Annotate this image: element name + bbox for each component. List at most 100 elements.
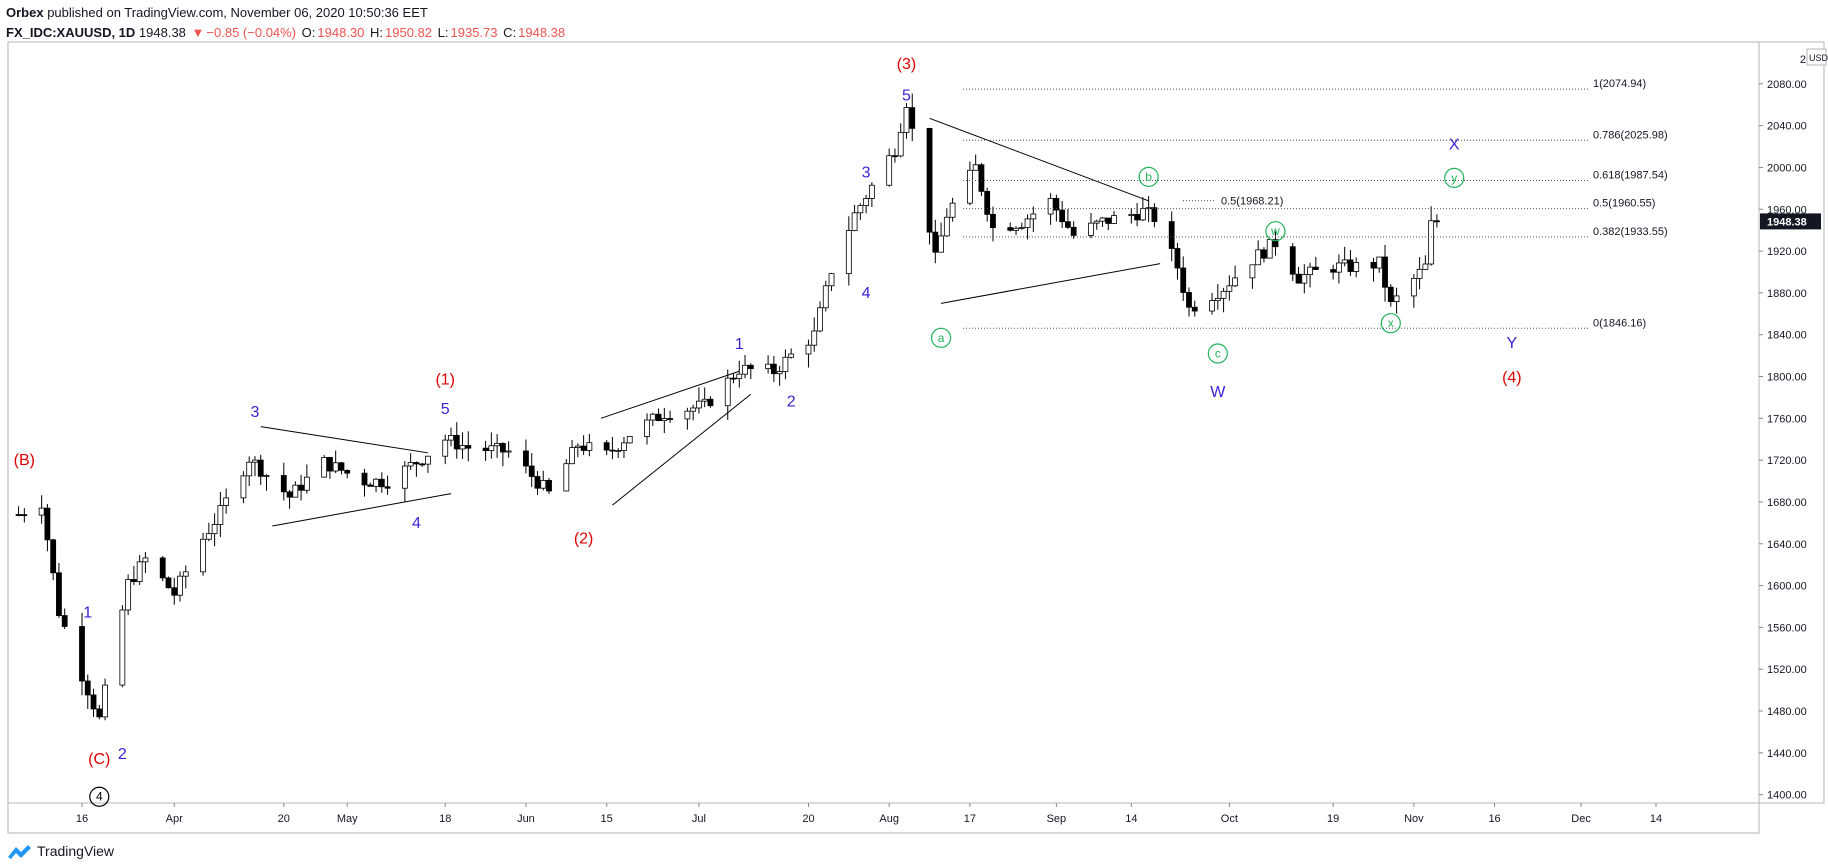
candle-body xyxy=(61,615,68,627)
last-price-tag xyxy=(1760,213,1821,230)
candle-body xyxy=(102,684,108,718)
low-label: L: xyxy=(437,25,449,40)
candle-body xyxy=(1088,222,1094,236)
wave-label: (3) xyxy=(897,56,917,73)
candle-body xyxy=(488,445,495,452)
y-tick-label: 1880.00 xyxy=(1767,288,1807,300)
y-tick-label: 1840.00 xyxy=(1767,330,1807,342)
candle-body xyxy=(171,587,178,596)
candle-body xyxy=(569,447,575,465)
x-tick-label: Aug xyxy=(879,813,899,825)
candle-body xyxy=(574,445,581,448)
candle-body xyxy=(984,190,991,215)
wave-label: (C) xyxy=(88,751,110,768)
candle-body xyxy=(540,480,547,489)
y-tick-label: 1480.00 xyxy=(1767,706,1807,718)
wave-label: 1 xyxy=(83,605,92,622)
wave-label: b xyxy=(1145,170,1152,184)
candle-body xyxy=(407,462,414,467)
chart-header: Orbex published on TradingView.com, Nove… xyxy=(6,3,567,43)
candle-body xyxy=(909,107,916,129)
candle-body xyxy=(1353,261,1360,272)
candle-body xyxy=(1024,218,1031,228)
price-axis xyxy=(1758,41,1825,804)
candle-body xyxy=(943,216,950,237)
candle-body xyxy=(1307,266,1313,275)
candle-body xyxy=(978,164,985,192)
wave-label: 4 xyxy=(862,285,871,302)
y-tick-label: 2000.00 xyxy=(1767,162,1807,174)
x-tick-label: 15 xyxy=(601,813,613,825)
wave-label: 3 xyxy=(251,404,260,421)
close-value: 1948.38 xyxy=(518,25,566,40)
candle-body xyxy=(661,418,668,422)
candle-body xyxy=(696,400,702,409)
candle-body xyxy=(788,353,795,358)
candle-body xyxy=(1434,220,1440,223)
candle-body xyxy=(378,478,385,488)
wave-label: c xyxy=(1215,347,1221,361)
brand-name[interactable]: TradingView xyxy=(37,843,115,859)
low-value: 1935.73 xyxy=(450,25,498,40)
candle-body xyxy=(90,694,97,710)
candle-body xyxy=(1030,213,1037,220)
candle-body xyxy=(1220,290,1227,299)
high-value: 1950.82 xyxy=(385,25,433,40)
candle-body xyxy=(1151,207,1158,222)
publish-info: Orbex published on TradingView.com, Nove… xyxy=(6,3,567,23)
candle-body xyxy=(707,398,714,407)
y-tick-label: 1960.00 xyxy=(1767,204,1807,216)
x-tick-label: 16 xyxy=(76,813,88,825)
y-tick-label: 1680.00 xyxy=(1767,497,1807,509)
candle-body xyxy=(1347,259,1354,272)
candle-body xyxy=(1099,217,1106,222)
y-tick-label: 1720.00 xyxy=(1767,455,1807,467)
candle-body xyxy=(465,445,472,449)
last-price: 1948.38 xyxy=(138,25,186,40)
wave-label: 4 xyxy=(96,790,103,804)
candle-body xyxy=(528,465,535,477)
candle-body xyxy=(125,579,132,611)
candle-body xyxy=(453,434,460,450)
wave-label: (2) xyxy=(574,530,594,547)
candle-body xyxy=(563,463,570,492)
candle-body xyxy=(1209,300,1215,312)
candle-body xyxy=(96,708,103,718)
candle-body xyxy=(811,330,818,346)
candle-body xyxy=(1261,249,1267,259)
candle-body xyxy=(205,533,212,540)
candle-body xyxy=(136,561,143,583)
x-tick-label: Oct xyxy=(1221,813,1238,825)
candle-body xyxy=(338,462,345,471)
x-tick-label: 16 xyxy=(1488,813,1500,825)
candle-body xyxy=(828,273,835,287)
candle-body xyxy=(523,450,529,467)
candle-body xyxy=(1416,268,1423,279)
candle-body xyxy=(1128,213,1135,216)
candle-body xyxy=(425,455,431,465)
candle-body xyxy=(1214,297,1221,302)
author-name[interactable]: Orbex xyxy=(6,5,44,20)
candle-body xyxy=(966,169,973,204)
publish-text: published on TradingView.com, November 0… xyxy=(43,5,428,20)
candle-body xyxy=(361,472,368,486)
candle-body xyxy=(1059,209,1066,223)
wave-label: x xyxy=(1388,316,1394,330)
wave-label: (4) xyxy=(1502,370,1522,387)
candle-body xyxy=(926,127,933,233)
candle-body xyxy=(822,285,829,309)
x-tick-label: Sep xyxy=(1047,813,1067,825)
candle-body xyxy=(1180,267,1187,293)
candle-body xyxy=(770,363,777,375)
candle-body xyxy=(932,231,939,253)
fib-level-label: 0.786(2025.98) xyxy=(1593,129,1668,141)
candle-body xyxy=(1312,266,1319,270)
trendline xyxy=(260,426,429,454)
candle-body xyxy=(897,131,904,157)
candle-body xyxy=(321,456,328,478)
trendline xyxy=(272,493,452,527)
candle-body xyxy=(1007,227,1014,231)
candle-body xyxy=(384,486,391,489)
symbol-label: FX_IDC:XAUUSD, 1D xyxy=(6,25,136,40)
